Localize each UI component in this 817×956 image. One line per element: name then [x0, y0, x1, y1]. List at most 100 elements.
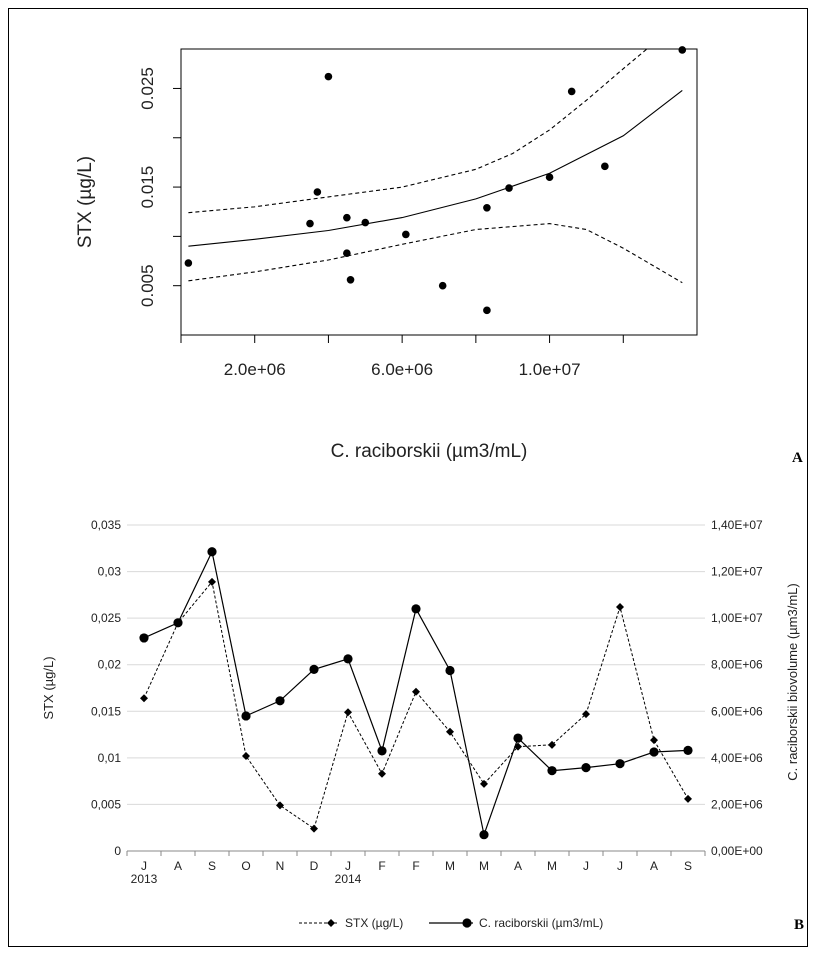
x-tick-label: S [208, 859, 216, 873]
legend-marker-craciborskii [462, 918, 472, 928]
stx-marker [650, 736, 658, 745]
regression-line [188, 89, 683, 247]
craciborskii-marker [649, 747, 659, 757]
panel-label-a: A [792, 450, 803, 466]
confidence-upper-line [188, 49, 648, 214]
y-tick-label: 0.015 [138, 166, 157, 209]
x-tick-label: A [174, 859, 182, 873]
x-tick-label: S [684, 859, 692, 873]
x-tick-label: O [241, 859, 250, 873]
legend-marker-stx [327, 919, 335, 927]
y-left-tick-label: 0,02 [98, 658, 122, 672]
year-label: 2013 [131, 872, 158, 886]
data-point [343, 249, 351, 257]
stx-marker [310, 824, 318, 833]
data-point [545, 173, 554, 182]
x-tick-label: A [650, 859, 658, 873]
x-tick-label: 1.0e+07 [519, 360, 581, 379]
x-tick-label: M [547, 859, 557, 873]
x-tick-label: 2.0e+06 [224, 360, 286, 379]
line-chart-panel-b: 0 0,005 0,01 0,015 0,02 0,025 0,03 0,035 0,00E+0… [41, 518, 804, 933]
x-tick-label: M [445, 859, 455, 873]
craciborskii-marker [547, 766, 557, 776]
y-right-tick-label: 6,00E+06 [711, 704, 763, 718]
craciborskii-marker [581, 763, 591, 773]
data-point [346, 275, 355, 284]
y-right-tick-label: 1,20E+07 [711, 565, 763, 579]
x-tick-label: F [412, 859, 419, 873]
x-tick-label: D [310, 859, 319, 873]
y-right-axis-title: C. raciborskii biovolume (µm3/mL) [785, 583, 800, 780]
x-tick-label: N [276, 859, 285, 873]
craciborskii-marker [309, 664, 319, 674]
plot-box [180, 48, 698, 336]
y-left-tick-label: 0 [114, 844, 121, 858]
craciborskii-marker [275, 696, 285, 706]
x-tick-label: F [378, 859, 385, 873]
stx-marker [412, 687, 420, 696]
craciborskii-marker [173, 618, 183, 628]
y-left-tick-label: 0,005 [91, 797, 121, 811]
y-right-tick-label: 1,00E+07 [711, 611, 763, 625]
stx-marker [684, 794, 692, 803]
data-point [324, 72, 333, 81]
craciborskii-marker [343, 654, 353, 664]
x-tick-label: 6.0e+06 [371, 360, 433, 379]
y-left-tick-label: 0,035 [91, 518, 121, 532]
y-right-tick-label: 2,00E+06 [711, 797, 763, 811]
craciborskii-marker [241, 711, 251, 721]
data-point [184, 259, 193, 267]
stx-marker [548, 740, 556, 749]
x-tick-label: M [479, 859, 489, 873]
craciborskii-marker [377, 746, 387, 756]
y-axis-title: STX (µg/L) [75, 156, 96, 248]
y-right-tick-label: 0,00E+00 [711, 844, 763, 858]
craciborskii-marker [513, 733, 523, 743]
y-right-tick-label: 4,00E+06 [711, 751, 763, 765]
data-point [483, 306, 491, 315]
y-right-tick-label: 1,40E+07 [711, 518, 763, 532]
y-left-tick-label: 0,03 [98, 565, 122, 579]
data-point [361, 218, 370, 227]
stx-marker [446, 727, 454, 736]
craciborskii-marker [411, 604, 421, 614]
y-tick-label: 0.005 [138, 264, 157, 307]
craciborskii-marker [479, 830, 489, 840]
x-tick-label: J [141, 859, 147, 873]
legend-label-craciborskii: C. raciborskii (µm3/mL) [479, 916, 603, 930]
data-point [343, 213, 351, 222]
panel-label-b: B [794, 917, 804, 933]
stx-marker [378, 769, 386, 778]
stx-marker [276, 801, 284, 810]
confidence-lower-line [188, 223, 683, 284]
y-left-tick-label: 0,025 [91, 611, 121, 625]
stx-marker [616, 602, 624, 611]
y-left-axis-title: STX (µg/L) [41, 656, 56, 719]
craciborskii-marker [139, 633, 149, 643]
data-point [601, 162, 609, 171]
stx-marker [344, 708, 352, 717]
y-left-tick-label: 0,015 [91, 704, 121, 718]
x-tick-label: J [617, 859, 623, 873]
craciborskii-marker [683, 745, 693, 756]
data-point [306, 219, 314, 228]
figure-frame: 2.0e+06 6.0e+06 1.0e+07 0.005 0.015 0.025 STX … [8, 8, 808, 947]
stx-marker [582, 710, 590, 719]
craciborskii-marker [207, 547, 217, 557]
stx-marker [140, 694, 148, 703]
craciborskii-marker [615, 759, 625, 769]
craciborskii-marker [445, 665, 455, 676]
stx-marker [480, 779, 488, 788]
data-point [678, 46, 687, 54]
stx-marker [208, 577, 216, 586]
data-point [438, 281, 447, 290]
data-point [313, 188, 322, 196]
x-tick-label: J [345, 859, 351, 873]
y-right-tick-label: 8,00E+06 [711, 658, 763, 672]
data-point [567, 87, 576, 96]
data-point [483, 203, 491, 212]
x-axis-title: C. raciborskii (µm3/mL) [331, 441, 528, 462]
legend-label-stx: STX (µg/L) [345, 916, 403, 930]
stx-marker [514, 742, 522, 751]
scatter-plot-panel-a: 2.0e+06 6.0e+06 1.0e+07 0.005 0.015 0.025 STX … [75, 46, 803, 466]
